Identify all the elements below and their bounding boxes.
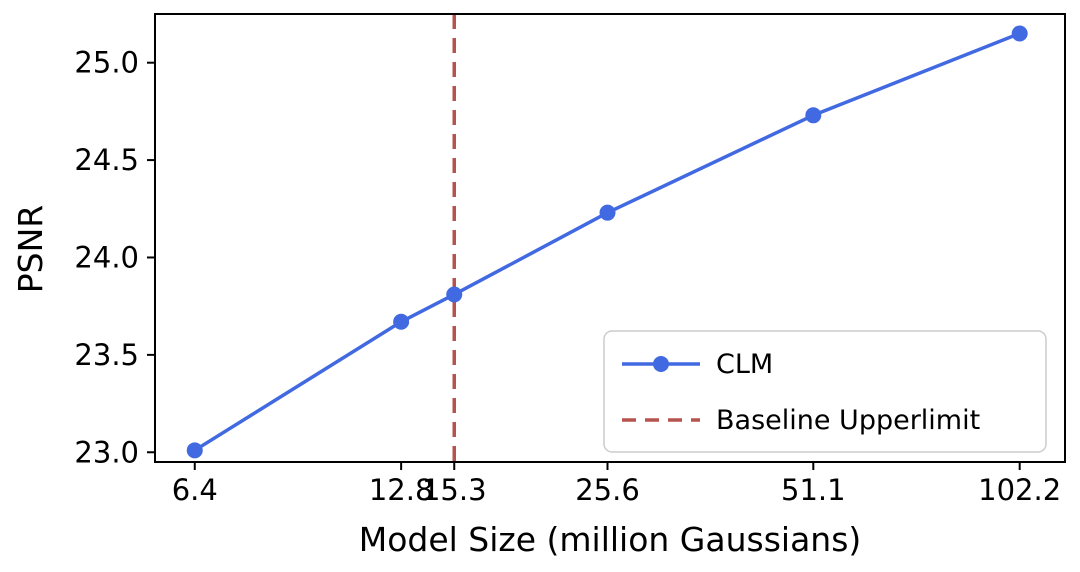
y-tick-label: 24.0 (74, 240, 139, 274)
data-point-marker (599, 204, 616, 221)
legend-label: CLM (716, 349, 773, 380)
y-tick-label: 23.5 (74, 338, 139, 372)
data-point-marker (186, 442, 203, 459)
x-tick-label: 15.3 (422, 473, 487, 507)
data-point-marker (393, 313, 410, 330)
x-tick-label: 12.8 (369, 473, 434, 507)
data-point-marker (446, 286, 463, 303)
y-axis-label: PSNR (11, 205, 50, 293)
x-tick-label: 102.2 (978, 473, 1061, 507)
x-axis-label: Model Size (million Gaussians) (359, 520, 862, 559)
legend-sample-marker (653, 356, 669, 372)
data-point-marker (805, 107, 822, 124)
data-point-marker (1011, 25, 1028, 42)
plot-frame (154, 13, 1066, 463)
x-tick-label: 6.4 (172, 473, 218, 507)
y-tick-label: 23.0 (74, 435, 139, 469)
x-tick-label: 25.6 (575, 473, 640, 507)
legend-box (603, 330, 1047, 453)
legend-label: Baseline Upperlimit (716, 405, 980, 436)
y-tick-label: 24.5 (74, 143, 139, 177)
x-tick-label: 51.1 (781, 473, 846, 507)
y-tick-label: 25.0 (74, 46, 139, 80)
series-line-clm (193, 31, 1022, 453)
